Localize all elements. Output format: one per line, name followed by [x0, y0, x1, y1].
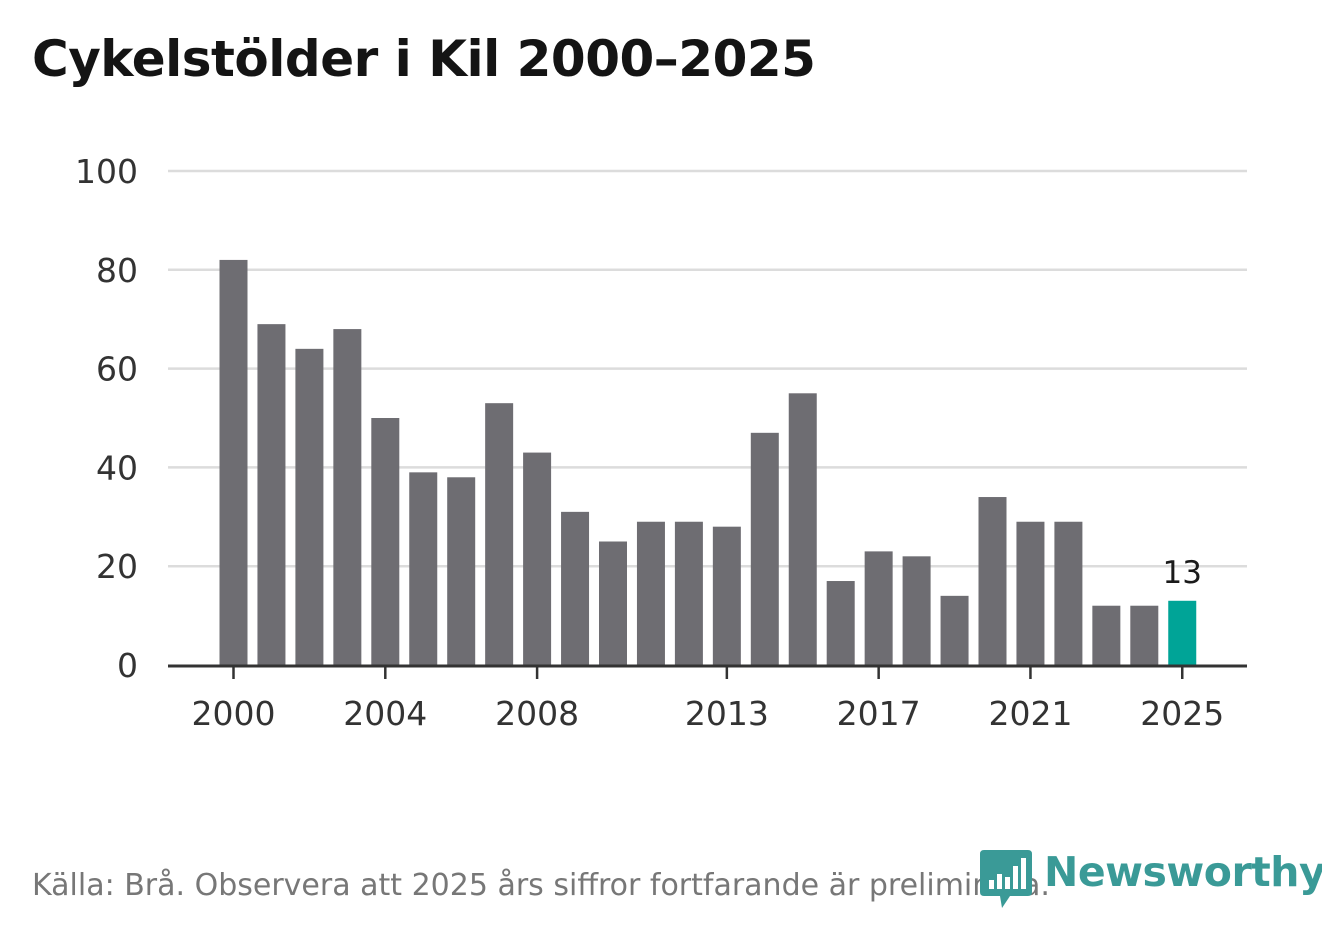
- x-axis-tick-labels: 2000 2004 2008 2013 2017 2021 2025: [192, 694, 1225, 733]
- newsworthy-logo: Newsworthy: [980, 848, 1322, 910]
- bar: [219, 259, 248, 665]
- source-note: Källa: Brå. Observera att 2025 års siffr…: [32, 868, 1050, 903]
- y-tick-label: 40: [96, 448, 138, 487]
- bar: [485, 403, 514, 665]
- chart-title: Cykelstölder i Kil 2000–2025: [32, 30, 816, 88]
- bar: [788, 393, 817, 665]
- x-tick-label: 2025: [1140, 694, 1224, 733]
- logo-text: Newsworthy: [1044, 848, 1322, 896]
- bar: [599, 541, 627, 665]
- bar: [750, 432, 779, 665]
- bar: [1054, 521, 1083, 665]
- data-label-2025: 13: [1163, 555, 1202, 591]
- bar-chart: 0 20 40 60 80 100 2000 2004 2008 2013 2017 2021 202…: [75, 152, 1247, 733]
- bar: [409, 472, 438, 665]
- bar: [333, 329, 362, 665]
- y-tick-label: 0: [117, 646, 138, 685]
- bar: [902, 556, 931, 665]
- bar: [712, 526, 741, 665]
- x-axis: [168, 664, 1247, 679]
- y-tick-label: 100: [75, 152, 138, 191]
- y-tick-label: 20: [96, 547, 138, 586]
- bar: [636, 521, 665, 665]
- y-tick-label: 60: [96, 350, 138, 389]
- newsworthy-logo-icon: [980, 850, 1032, 908]
- bar-highlight: [1168, 600, 1197, 665]
- bar: [561, 511, 590, 665]
- bar: [674, 521, 703, 665]
- bar: [257, 324, 286, 665]
- y-axis-tick-labels: 0 20 40 60 80 100: [75, 152, 138, 685]
- bar: [447, 477, 476, 665]
- bar: [864, 551, 893, 665]
- y-tick-label: 80: [96, 251, 138, 290]
- bar: [295, 348, 324, 665]
- x-tick-label: 2021: [988, 694, 1072, 733]
- bar: [940, 595, 969, 665]
- bar: [523, 452, 552, 665]
- annotations: 13: [1163, 555, 1202, 591]
- bars: [219, 259, 1197, 665]
- bar: [371, 418, 400, 665]
- bar: [978, 497, 1007, 665]
- x-tick-label: 2013: [685, 694, 769, 733]
- bar: [1130, 605, 1159, 665]
- x-tick-label: 2000: [192, 694, 276, 733]
- x-tick-label: 2008: [495, 694, 579, 733]
- bar: [826, 581, 855, 665]
- x-tick-label: 2004: [343, 694, 427, 733]
- grid-lines: [168, 169, 1247, 568]
- bar: [1092, 605, 1121, 665]
- x-tick-label: 2017: [837, 694, 921, 733]
- bar: [1016, 521, 1045, 665]
